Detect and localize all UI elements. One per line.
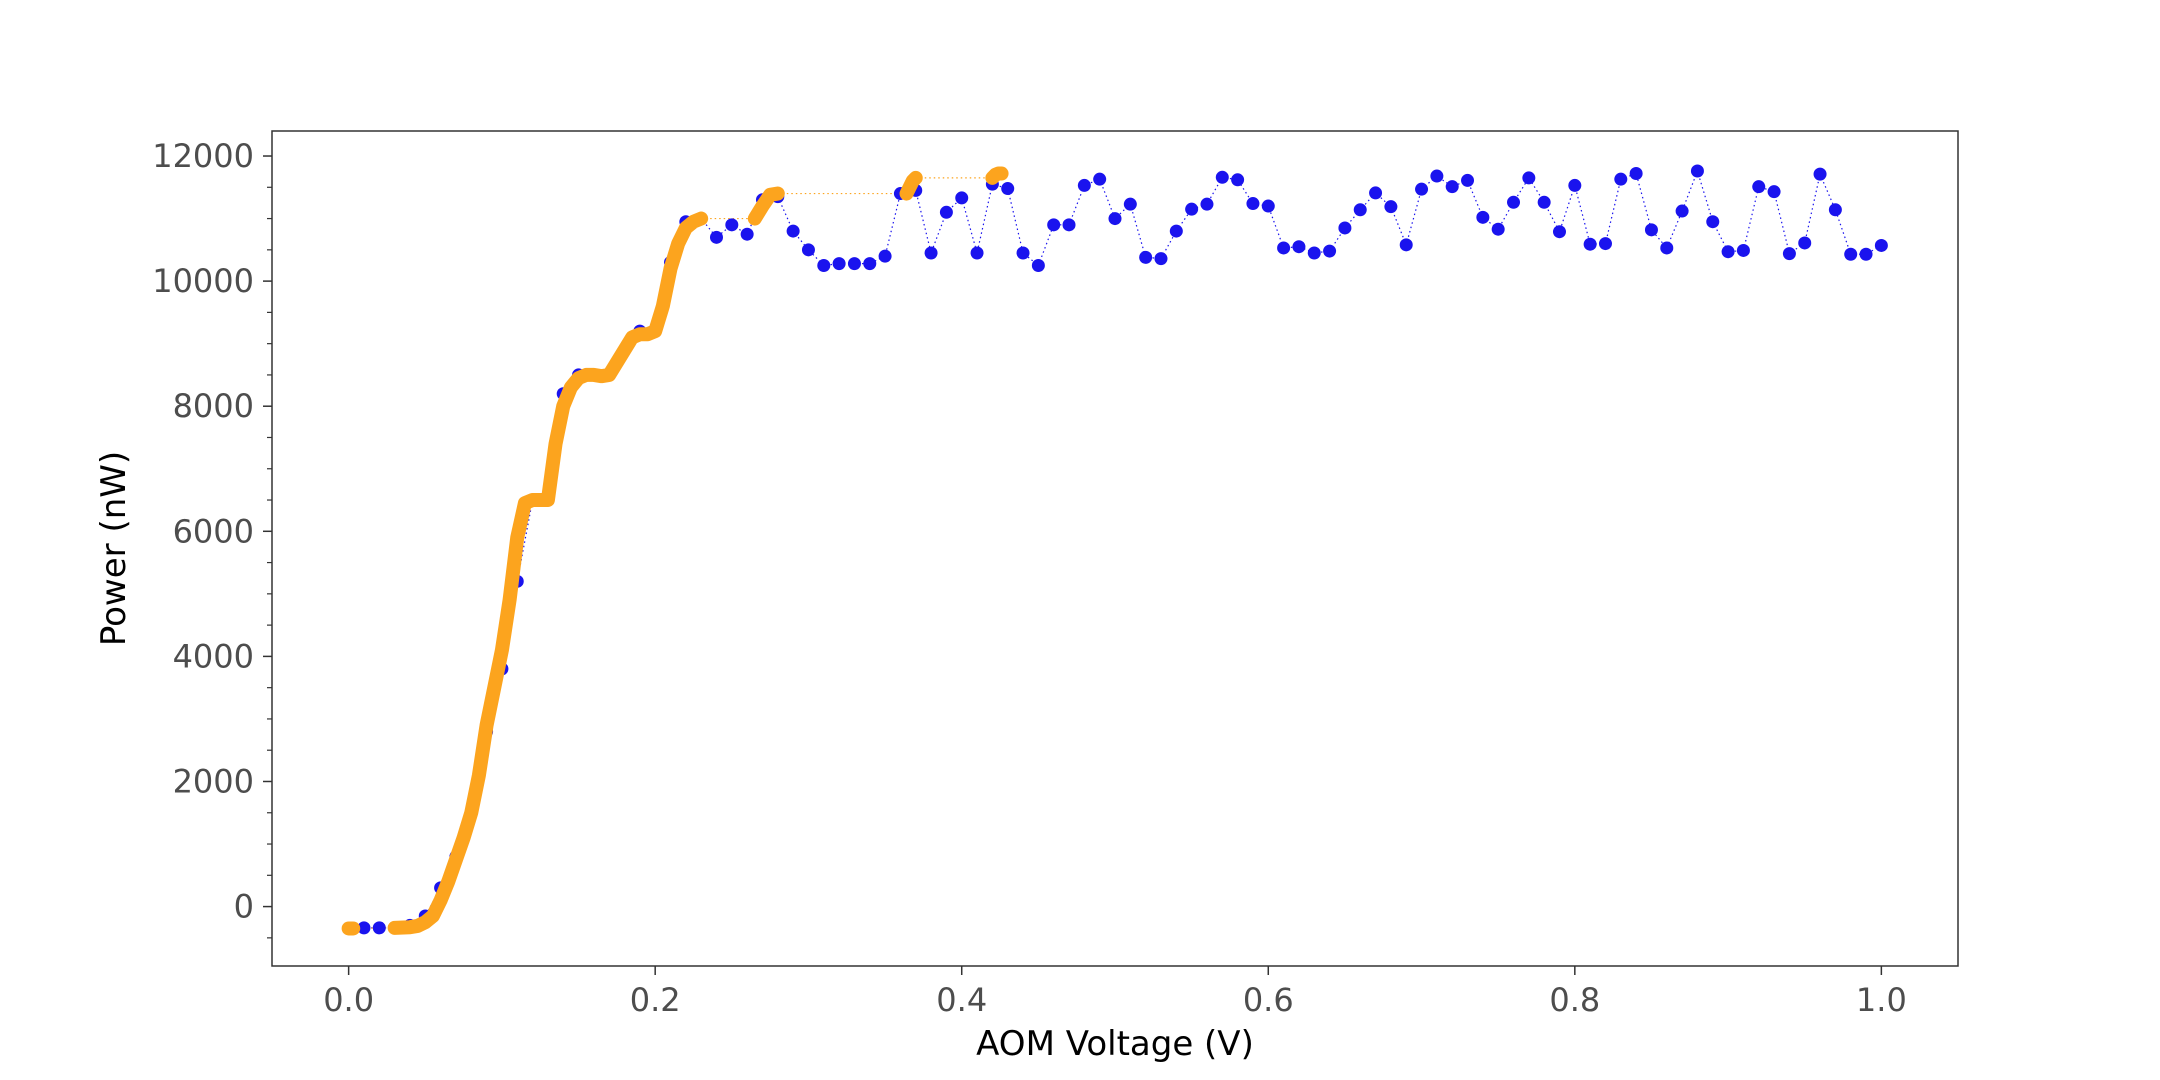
blue-series-point bbox=[1200, 197, 1214, 211]
blue-series-point bbox=[1307, 246, 1321, 260]
blue-series-point bbox=[709, 230, 723, 244]
blue-series-point bbox=[1139, 250, 1153, 264]
x-tick-label: 1.0 bbox=[1856, 981, 1907, 1019]
blue-series-point bbox=[1031, 258, 1045, 272]
blue-series-point bbox=[1476, 210, 1490, 224]
blue-series-point bbox=[1828, 203, 1842, 217]
blue-series-point bbox=[1706, 215, 1720, 229]
blue-series-point bbox=[1430, 169, 1444, 183]
blue-series-point bbox=[1016, 246, 1030, 260]
blue-series-point bbox=[1491, 222, 1505, 236]
blue-series-point bbox=[1767, 185, 1781, 199]
y-tick-label: 8000 bbox=[173, 387, 254, 425]
blue-series-point bbox=[1629, 167, 1643, 181]
blue-series-point bbox=[955, 191, 969, 205]
blue-series-point bbox=[357, 921, 371, 935]
blue-series-point bbox=[1215, 170, 1229, 184]
blue-series-point bbox=[740, 227, 754, 241]
blue-series-point bbox=[1369, 186, 1383, 200]
blue-series-point bbox=[924, 246, 938, 260]
blue-series-point bbox=[1598, 237, 1612, 251]
blue-series-point bbox=[1660, 241, 1674, 255]
blue-series-point bbox=[1185, 202, 1199, 216]
blue-series-point bbox=[1108, 212, 1122, 226]
x-tick-label: 0.2 bbox=[630, 981, 681, 1019]
blue-series-point bbox=[1568, 178, 1582, 192]
blue-series-point bbox=[1093, 172, 1107, 186]
blue-series-point bbox=[1721, 245, 1735, 259]
blue-series-point bbox=[1614, 172, 1628, 186]
blue-series-point bbox=[1261, 199, 1275, 213]
x-tick-label: 0.8 bbox=[1549, 981, 1600, 1019]
blue-series-point bbox=[1552, 225, 1566, 239]
blue-series-point bbox=[1353, 203, 1367, 217]
y-axis-label: Power (nW) bbox=[94, 451, 134, 646]
blue-series-point bbox=[1415, 182, 1429, 196]
blue-series-point bbox=[1445, 180, 1459, 194]
blue-series-point bbox=[1813, 167, 1827, 181]
blue-series-point bbox=[1644, 223, 1658, 237]
blue-series-point bbox=[1690, 164, 1704, 178]
blue-series-point bbox=[1752, 180, 1766, 194]
x-axis-label: AOM Voltage (V) bbox=[976, 1024, 1254, 1064]
x-tick-label: 0.6 bbox=[1243, 981, 1294, 1019]
blue-series-point bbox=[1154, 252, 1168, 266]
blue-series-point bbox=[1246, 197, 1260, 211]
x-tick-label: 0.0 bbox=[323, 981, 374, 1019]
blue-series-point bbox=[1338, 221, 1352, 235]
y-tick-label: 4000 bbox=[173, 637, 254, 675]
plot-frame bbox=[271, 130, 1959, 967]
blue-series-point bbox=[1798, 236, 1812, 250]
blue-series-point bbox=[939, 205, 953, 219]
blue-series-point bbox=[817, 258, 831, 272]
blue-series-point bbox=[1675, 204, 1689, 218]
blue-series-point bbox=[1874, 238, 1888, 252]
y-tick-label: 0 bbox=[234, 888, 254, 926]
blue-series-point bbox=[970, 246, 984, 260]
blue-series-point bbox=[1062, 218, 1076, 232]
blue-series-point bbox=[1277, 241, 1291, 255]
blue-series-point bbox=[372, 921, 386, 935]
blue-series-point bbox=[725, 218, 739, 232]
orange-series-line bbox=[899, 170, 923, 201]
y-tick-label: 2000 bbox=[173, 762, 254, 800]
blue-series-point bbox=[1323, 244, 1337, 258]
blue-series-point bbox=[1001, 182, 1015, 196]
blue-series-point bbox=[1399, 238, 1413, 252]
blue-series-point bbox=[801, 243, 815, 257]
axis-layer: 0.0 0.2 0.4 0.6 0.8 1.0 0 2000 4000 6000 8000 10000… bbox=[152, 137, 1907, 1019]
blue-series-point bbox=[1583, 237, 1597, 251]
orange-series-line bbox=[747, 186, 785, 226]
y-tick-label: 6000 bbox=[173, 512, 254, 550]
blue-series-point bbox=[1844, 247, 1858, 261]
blue-series-point bbox=[1231, 173, 1245, 187]
orange-series-line bbox=[387, 211, 709, 935]
blue-series-point bbox=[1077, 178, 1091, 192]
blue-series-point bbox=[1292, 240, 1306, 254]
blue-series-point bbox=[847, 257, 861, 271]
blue-series-point bbox=[1123, 197, 1137, 211]
blue-series-point bbox=[786, 224, 800, 238]
y-tick-label: 10000 bbox=[152, 262, 254, 300]
blue-series-point bbox=[1461, 173, 1475, 187]
blue-series-point bbox=[1859, 247, 1873, 261]
blue-series-point bbox=[832, 257, 846, 271]
blue-series-point bbox=[1384, 200, 1398, 214]
orange-series-line bbox=[985, 166, 1009, 185]
blue-series-point bbox=[1522, 171, 1536, 185]
blue-series-point bbox=[1169, 224, 1183, 238]
blue-series-point bbox=[1782, 247, 1796, 261]
blue-series-point bbox=[863, 257, 877, 271]
series-layer bbox=[341, 164, 1888, 936]
y-tick-label: 12000 bbox=[152, 137, 254, 175]
x-tick-label: 0.4 bbox=[936, 981, 987, 1019]
blue-series-point bbox=[878, 249, 892, 263]
blue-series-point bbox=[1537, 195, 1551, 209]
blue-series-point bbox=[1047, 218, 1061, 232]
blue-series-point bbox=[1507, 195, 1521, 209]
blue-series-point bbox=[1736, 243, 1750, 257]
